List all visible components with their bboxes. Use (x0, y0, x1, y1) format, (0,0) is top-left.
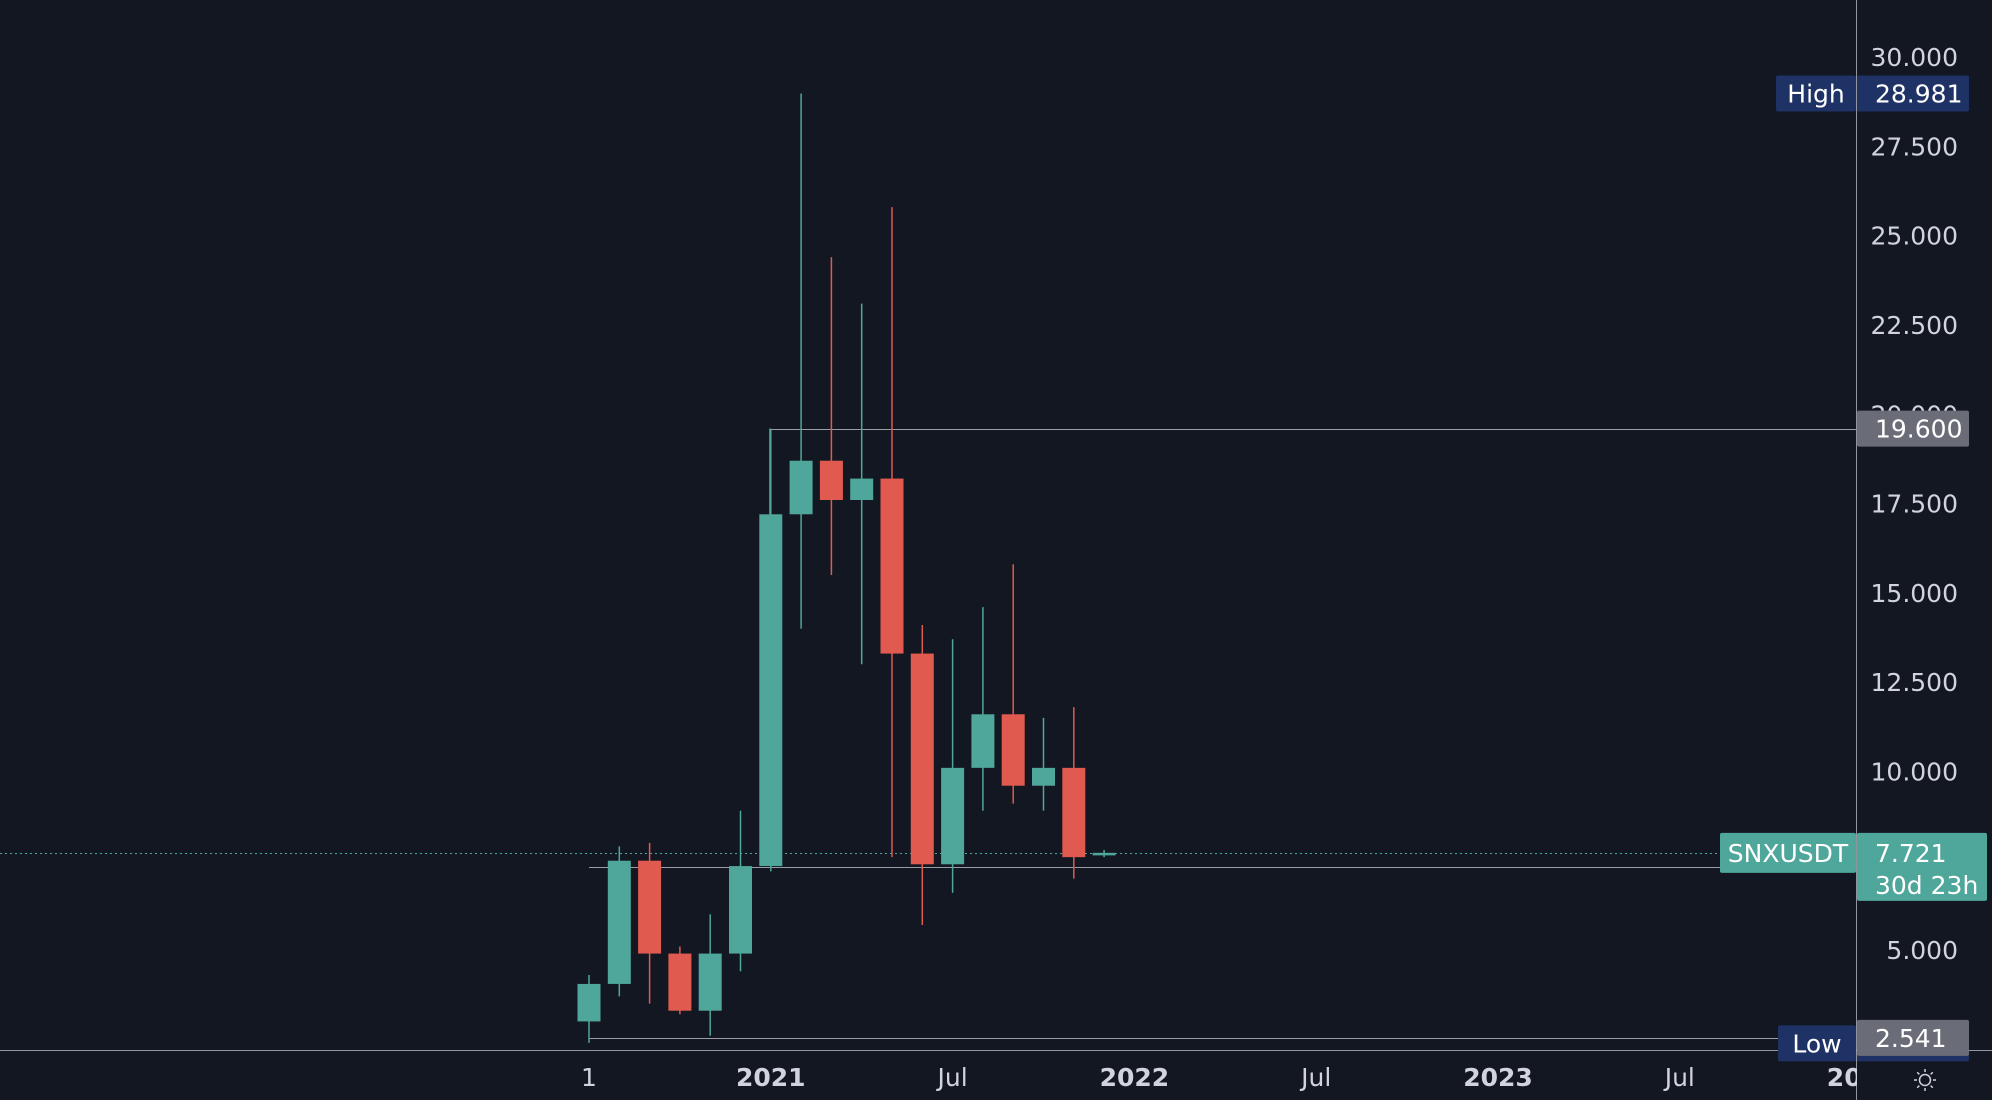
y-tick-label: 22.500 (1871, 311, 1958, 340)
y-tick-label: 25.000 (1871, 222, 1958, 251)
x-axis-label: Jul (936, 1063, 968, 1092)
settings-icon-ray (1930, 1085, 1934, 1089)
candle-body (910, 653, 934, 865)
high-value-tag-bg (1857, 75, 1969, 112)
candle-body (729, 866, 752, 954)
settings-icon-ray (1930, 1071, 1934, 1075)
settings-icon-ray (1916, 1085, 1920, 1089)
candle-body (577, 983, 601, 1022)
candle-body (668, 953, 692, 1011)
candle-8 (819, 257, 843, 575)
y-axis-ticks[interactable]: 30.00027.50025.00022.50020.00017.50015.0… (1871, 43, 1958, 965)
x-axis-label: Jul (1663, 1063, 1695, 1092)
y-tick-label: 27.500 (1871, 132, 1958, 161)
current-price-tag-bg (1857, 832, 1987, 901)
candle-body (1062, 767, 1086, 858)
low-label-tag-bg (1778, 1025, 1856, 1062)
high-label-tag-bg (1776, 75, 1856, 112)
y-tick-label: 15.000 (1871, 579, 1958, 608)
candle-2 (638, 842, 662, 1004)
candle-3 (668, 946, 692, 1015)
x-axis-labels[interactable]: 12021Jul2022Jul2023Jul2024 (581, 1051, 1992, 1100)
high-label-tag: High (1776, 75, 1856, 112)
y-tick-label: 10.000 (1871, 757, 1958, 786)
symbol-tag-bg (1720, 832, 1856, 873)
price-tags: High28.981Low2.38419.6007.3362.5417.7213… (1720, 75, 1987, 1062)
candle-body (1092, 852, 1116, 856)
x-axis-label: 2022 (1100, 1063, 1170, 1092)
high-value-tag-value: 28.981 (1875, 80, 1962, 109)
candle-body (789, 460, 813, 515)
candles (577, 93, 1116, 1043)
x-axis-label: Jul (1299, 1063, 1331, 1092)
candle-countdown: 30d 23h (1875, 871, 1978, 900)
candle-14 (1001, 564, 1025, 804)
candle-9 (850, 303, 874, 665)
x-axis-label: 1 (581, 1063, 597, 1092)
high-value-tag: 28.981 (1857, 75, 1969, 112)
candle-body (638, 860, 662, 954)
low-label-tag-text: Low (1792, 1029, 1841, 1058)
candle-15 (1032, 717, 1055, 811)
sun-gear-icon[interactable] (1914, 1069, 1936, 1091)
candle-body (971, 714, 995, 768)
candle-body (819, 460, 843, 500)
candle-6 (759, 428, 783, 872)
candle-body (698, 953, 722, 1011)
symbol-tag-text: SNXUSDT (1728, 839, 1849, 868)
y-tick-label: 17.500 (1871, 490, 1958, 519)
candle-17 (1092, 850, 1116, 858)
candle-16 (1062, 707, 1086, 879)
candle-5 (729, 810, 752, 972)
candle-13 (971, 607, 995, 811)
candle-body (1001, 714, 1025, 786)
x-axis-label: 2021 (736, 1063, 806, 1092)
level-tag-0-value: 19.600 (1875, 415, 1962, 444)
candle-body (941, 767, 965, 865)
level-tag-2-value: 2.541 (1875, 1024, 1947, 1053)
current-price-value: 7.721 (1875, 839, 1947, 868)
candle-12 (941, 639, 965, 893)
high-label-tag-text: High (1787, 80, 1844, 109)
candle-0 (577, 975, 601, 1043)
candle-body (880, 478, 904, 654)
candle-body (759, 514, 783, 867)
level-tag-2: 2.541 (1857, 1019, 1969, 1056)
y-tick-label: 12.500 (1871, 668, 1958, 697)
candle-1 (607, 846, 631, 997)
x-axis-label: 2023 (1463, 1063, 1533, 1092)
level-tag-2-bg (1857, 1019, 1969, 1056)
candle-body (1032, 767, 1055, 786)
candle-body (607, 860, 631, 984)
candle-4 (698, 914, 722, 1036)
level-tag-0: 19.600 (1857, 410, 1969, 447)
candle-11 (910, 625, 934, 925)
candle-body (850, 478, 874, 500)
level-tag-0-bg (1857, 410, 1969, 447)
current-price-tag: 7.721 30d 23h SNXUSDT (1720, 832, 1987, 901)
y-tick-label: 5.000 (1886, 936, 1958, 965)
settings-icon-core (1918, 1073, 1932, 1087)
horizontal-levels (589, 428, 1856, 1039)
low-label-tag: Low (1778, 1025, 1856, 1062)
y-tick-label: 30.000 (1871, 43, 1958, 72)
candle-7 (789, 93, 813, 629)
candle-10 (880, 207, 904, 858)
settings-icon-ray (1916, 1071, 1920, 1075)
